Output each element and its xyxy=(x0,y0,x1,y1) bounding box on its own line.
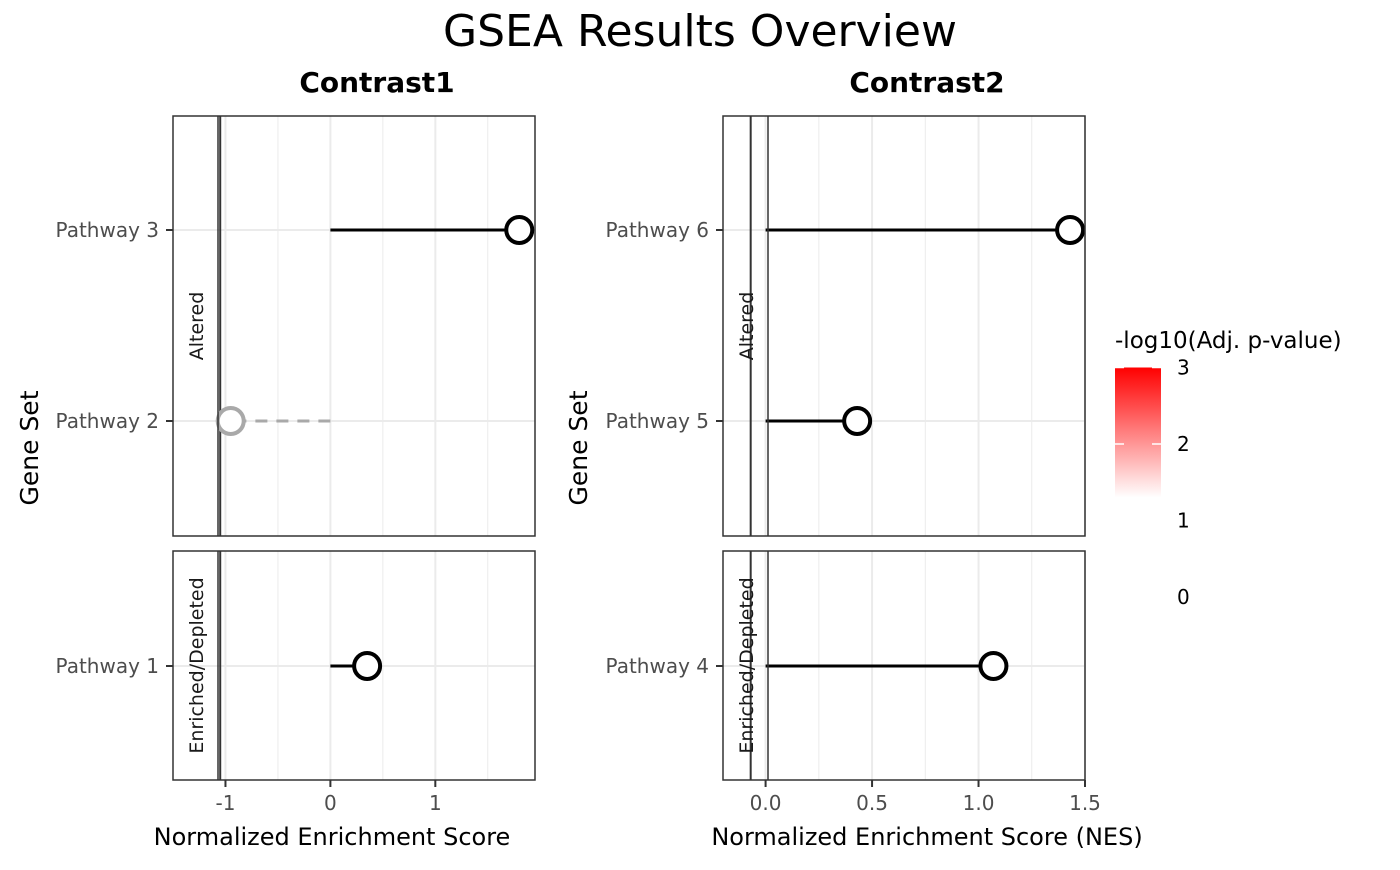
contrast1-title: Contrast1 xyxy=(299,66,454,99)
lollipop-point xyxy=(978,651,1009,681)
facet-enriched-depleted: Enriched/Depleted Pathway 4 xyxy=(606,550,1086,781)
facet-altered: Altered Pathway 3 Pathway 2 xyxy=(56,115,536,537)
lollipop-point xyxy=(842,406,873,436)
legend-tick-label: 0 xyxy=(1177,585,1190,609)
y-tick-label: Pathway 1 xyxy=(56,654,159,678)
facet-background xyxy=(173,116,535,536)
facet-border xyxy=(722,115,1086,537)
y-tick-label: Pathway 2 xyxy=(56,409,159,433)
x-tick-label: -1 xyxy=(215,791,235,815)
facet-strip-label: Enriched/Depleted xyxy=(186,577,208,753)
contrast2-x-axis-title: Normalized Enrichment Score (NES) xyxy=(711,823,1142,851)
lollipop-point xyxy=(215,406,246,436)
lollipop-point xyxy=(504,215,535,245)
facet-border xyxy=(172,115,536,537)
contrast1-x-axis-title: Normalized Enrichment Score xyxy=(154,823,511,851)
x-tick-label: 1.0 xyxy=(963,791,995,815)
facet-strip-label: Altered xyxy=(736,292,758,361)
y-tick-label: Pathway 5 xyxy=(606,409,709,433)
lollipop-point xyxy=(1055,215,1086,245)
legend-tick-label: 1 xyxy=(1177,509,1190,533)
chart-title: GSEA Results Overview xyxy=(443,6,957,57)
facet-altered: Altered Pathway 6 Pathway 5 xyxy=(606,115,1086,537)
contrast1-panel: Altered Pathway 3 Pathway 2 Enriched/Deplet… xyxy=(56,115,536,815)
legend-tick-label: 2 xyxy=(1177,432,1190,456)
y-tick-label: Pathway 3 xyxy=(56,218,159,242)
legend-title: -log10(Adj. p-value) xyxy=(1115,328,1342,354)
facet-background xyxy=(723,116,1085,536)
facet-enriched-depleted: Enriched/Depleted Pathway 1 xyxy=(56,550,536,781)
x-tick-label: 0.5 xyxy=(856,791,888,815)
x-tick-label: 0 xyxy=(324,791,337,815)
x-tick-label: 1 xyxy=(429,791,442,815)
lollipop-point xyxy=(352,651,383,681)
contrast2-y-axis-title: Gene Set xyxy=(564,390,593,505)
y-tick-label: Pathway 6 xyxy=(606,218,709,242)
contrast2-panel: Altered Pathway 6 Pathway 5 Enriched/Deplet… xyxy=(606,115,1101,815)
facet-strip-label: Enriched/Depleted xyxy=(736,577,758,753)
facet-border xyxy=(722,550,1086,781)
legend-tick-label: 3 xyxy=(1177,356,1190,380)
y-tick-label: Pathway 4 xyxy=(606,654,709,678)
contrast1-y-axis-title: Gene Set xyxy=(15,390,44,505)
color-legend: 3 2 1 0 xyxy=(1115,356,1190,609)
legend-colorbar xyxy=(1115,367,1161,498)
facet-border xyxy=(172,550,536,781)
plot-panels: Altered Pathway 3 Pathway 2 Enriched/Deplet… xyxy=(56,115,1101,815)
x-tick-label: 0.0 xyxy=(750,791,782,815)
facet-strip-label: Altered xyxy=(186,292,208,361)
contrast2-title: Contrast2 xyxy=(849,66,1004,99)
x-tick-label: 1.5 xyxy=(1069,791,1101,815)
